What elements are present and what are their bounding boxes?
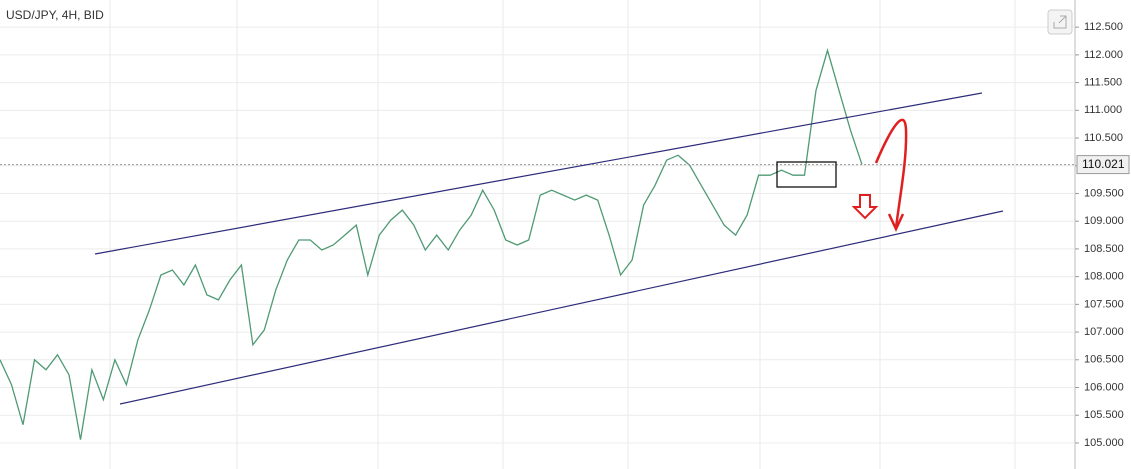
y-tick-label: 110.500 [1084, 132, 1123, 144]
annotations [94, 92, 1004, 405]
y-tick-label: 106.000 [1084, 381, 1124, 393]
y-tick-label: 105.500 [1084, 409, 1124, 421]
y-tick-label: 107.500 [1084, 298, 1124, 310]
y-tick-label: 106.500 [1084, 354, 1124, 366]
y-tick-label: 111.500 [1084, 77, 1122, 89]
y-tick-label: 112.000 [1084, 49, 1123, 61]
y-tick-label: 112.500 [1084, 21, 1123, 33]
y-tick-label: 108.500 [1084, 243, 1124, 255]
price-line [0, 48, 863, 440]
y-tick-label: 111.000 [1084, 104, 1122, 116]
y-tick-label: 108.000 [1084, 271, 1124, 283]
chart-title: USD/JPY, 4H, BID [6, 8, 104, 22]
y-tick-label: 109.500 [1084, 187, 1124, 199]
popout-button[interactable] [1047, 9, 1073, 35]
y-tick-label: 105.000 [1084, 437, 1124, 449]
y-tick-label: 107.000 [1084, 326, 1124, 338]
y-tick-label: 109.000 [1084, 215, 1124, 227]
last-price-label: 110.021 [1082, 157, 1125, 171]
last-price-box [1076, 155, 1130, 175]
time-grid [109, 0, 1016, 469]
